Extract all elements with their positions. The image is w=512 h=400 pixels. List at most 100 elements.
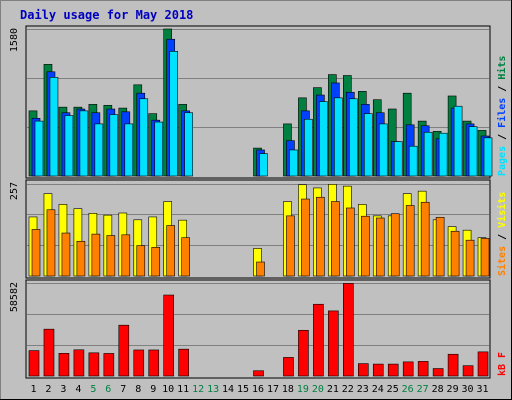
bar-pages-day-18 — [289, 149, 298, 177]
legend-sites: Sites — [496, 246, 508, 276]
panel-requests: 1580 Pages / Files / Hits — [9, 25, 508, 179]
bar-kbytes-day-10 — [163, 294, 175, 377]
legend-kbytes: kB F — [497, 352, 508, 376]
bar-sites-day-2 — [46, 209, 56, 277]
x-axis-day-labels: 1 2 3 4 5 6 7 8 9 10 11 12 13 14 15 16 17 18 19 20 21 22 23 24 2… — [30, 384, 488, 395]
bar-sites-day-5 — [91, 233, 101, 277]
x-tick-label-day-15: 15 — [237, 384, 249, 395]
bar-kbytes-day-5 — [88, 352, 100, 377]
x-tick-label-day-20: 20 — [312, 384, 324, 395]
bar-sites-day-28 — [435, 216, 445, 277]
bar-sites-day-11 — [181, 237, 190, 277]
x-tick-label-day-2: 2 — [45, 384, 51, 395]
x-tick-label-day-3: 3 — [60, 384, 66, 395]
bar-kbytes-day-31 — [477, 351, 489, 377]
bar-pages-day-31 — [483, 137, 493, 177]
y-max-label: 257 — [9, 182, 20, 200]
x-tick-label-day-16: 16 — [252, 384, 264, 395]
x-tick-label-day-31: 31 — [476, 384, 488, 395]
x-tick-label-day-26: 26 — [402, 384, 414, 395]
bar-sites-day-27 — [420, 201, 430, 277]
panel-border — [25, 25, 491, 179]
panel-visitors: 257 Sites / Visits — [9, 179, 508, 279]
bar-pages-day-23 — [363, 113, 373, 177]
bar-kbytes-day-21 — [328, 310, 339, 377]
bar-kbytes-day-19 — [298, 329, 309, 377]
bar-sites-day-23 — [360, 215, 370, 277]
x-tick-label-day-9: 9 — [150, 384, 156, 395]
bar-pages-day-25 — [393, 141, 403, 177]
bar-pages-day-3 — [64, 115, 74, 177]
bar-sites-day-22 — [346, 207, 355, 277]
x-tick-label-day-19: 19 — [297, 384, 309, 395]
bar-sites-day-9 — [151, 247, 161, 277]
bar-pages-day-9 — [154, 121, 164, 177]
bar-pages-day-7 — [124, 123, 134, 177]
x-tick-label-day-11: 11 — [177, 384, 189, 395]
bar-sites-day-6 — [106, 235, 116, 277]
x-tick-label-day-1: 1 — [30, 384, 36, 395]
x-tick-label-day-5: 5 — [90, 384, 96, 395]
bar-sites-day-25 — [390, 213, 400, 277]
legend-hits: Hits — [496, 56, 508, 80]
x-tick-label-day-13: 13 — [207, 384, 219, 395]
bar-pages-day-8 — [139, 98, 149, 177]
legend-visits: Visits — [496, 192, 508, 228]
bar-pages-day-22 — [349, 98, 358, 177]
bar-pages-day-30 — [468, 126, 478, 177]
bar-pages-day-11 — [184, 112, 193, 177]
bar-kbytes-day-9 — [148, 349, 160, 377]
x-tick-label-day-25: 25 — [387, 384, 399, 395]
bar-kbytes-day-24 — [372, 363, 384, 377]
legend-separator: / — [497, 80, 508, 98]
bar-kbytes-day-16 — [253, 370, 264, 377]
chart-title: Daily usage for May 2018 — [20, 8, 193, 22]
y-max-label: 58582 — [9, 282, 20, 312]
bar-sites-day-20 — [316, 196, 325, 277]
x-tick-label-day-28: 28 — [432, 384, 444, 395]
bar-pages-day-5 — [94, 123, 104, 177]
bar-pages-day-16 — [259, 153, 268, 177]
bar-sites-day-4 — [76, 240, 86, 277]
bar-pages-day-21 — [334, 97, 343, 177]
legend-separator: / — [497, 228, 508, 246]
bar-sites-day-19 — [301, 198, 310, 277]
bar-kbytes-day-25 — [387, 363, 399, 377]
x-tick-label-day-17: 17 — [267, 384, 279, 395]
bar-sites-day-8 — [136, 245, 146, 277]
bar-pages-day-29 — [453, 105, 463, 177]
bar-sites-day-18 — [286, 215, 295, 277]
bar-sites-day-24 — [375, 217, 385, 277]
bar-pages-day-27 — [423, 131, 433, 177]
x-tick-label-day-18: 18 — [282, 384, 294, 395]
bar-kbytes-day-7 — [118, 324, 130, 377]
bar-kbytes-day-22 — [343, 283, 354, 377]
legend-pages: Pages — [497, 146, 508, 176]
x-tick-label-day-10: 10 — [162, 384, 174, 395]
x-tick-label-day-23: 23 — [357, 384, 369, 395]
bar-pages-day-1 — [34, 120, 44, 177]
bar-sites-day-30 — [465, 239, 475, 277]
bar-pages-day-6 — [109, 114, 119, 177]
bar-sites-day-16 — [256, 261, 265, 277]
bar-pages-day-19 — [304, 118, 313, 177]
bar-kbytes-day-2 — [43, 328, 55, 377]
x-tick-label-day-8: 8 — [135, 384, 141, 395]
x-tick-label-day-30: 30 — [462, 384, 474, 395]
bar-kbytes-day-11 — [178, 348, 189, 377]
bar-sites-day-7 — [121, 234, 131, 277]
legend-files: Files — [496, 98, 508, 128]
bar-sites-day-21 — [331, 201, 340, 277]
bar-kbytes-day-30 — [462, 365, 474, 377]
panel-legend: Pages / Files / Hits — [496, 56, 508, 176]
bar-pages-day-28 — [438, 132, 448, 177]
x-tick-label-day-24: 24 — [372, 384, 384, 395]
bar-sites-day-10 — [166, 225, 176, 277]
panel-border — [25, 279, 491, 379]
x-tick-label-day-4: 4 — [75, 384, 81, 395]
y-max-label: 1580 — [9, 28, 20, 52]
chart-panels: 1580 Pages / Files / Hits 257 Sites / Visit… — [9, 25, 508, 379]
